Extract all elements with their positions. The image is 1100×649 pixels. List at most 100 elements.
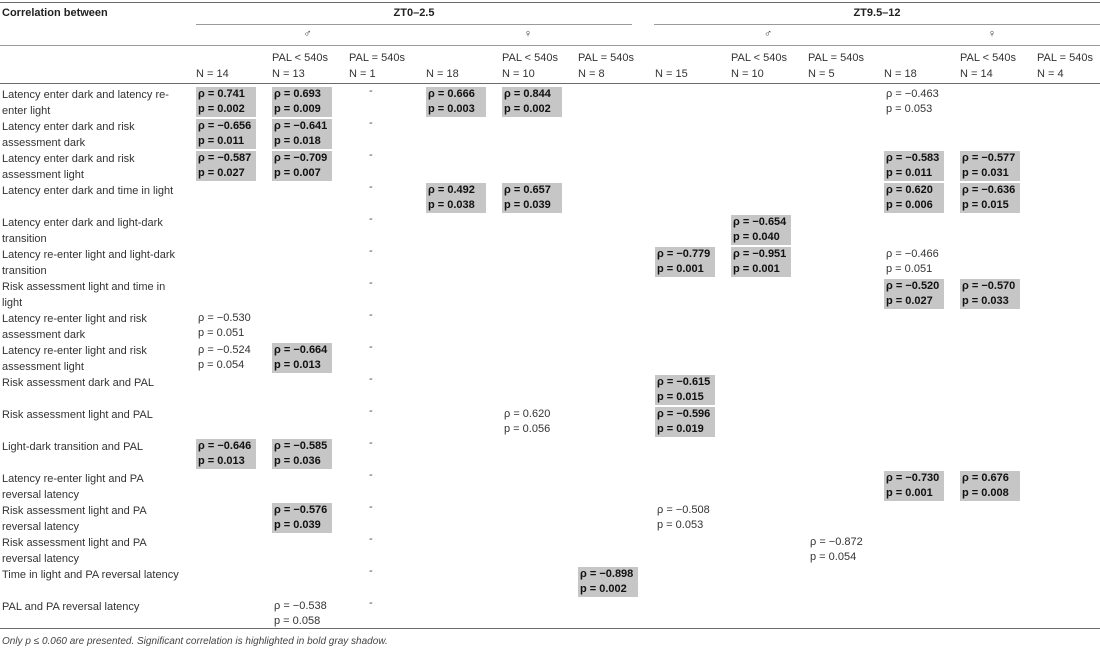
p-value: p = 0.015: [962, 199, 1009, 211]
significant-correlation-cell: ρ = 0.693 p = 0.009: [272, 87, 332, 117]
column-subheader: PAL = 540s: [349, 52, 405, 64]
rho-value: ρ = 0.657: [504, 184, 551, 196]
rho-value: ρ = −0.656: [198, 120, 252, 132]
p-value: p = 0.054: [810, 551, 857, 563]
rho-value: ρ = −0.646: [198, 440, 252, 452]
rho-value: ρ = −0.587: [198, 152, 252, 164]
rho-value: ρ = −0.654: [733, 216, 787, 228]
empty-cell-dash: -: [369, 309, 373, 321]
empty-cell-dash: -: [369, 213, 373, 225]
significant-correlation-cell: ρ = 0.844 p = 0.002: [502, 87, 562, 117]
rho-value: ρ = −0.779: [657, 248, 711, 260]
empty-cell-dash: -: [369, 341, 373, 353]
p-value: p = 0.039: [274, 519, 321, 531]
empty-cell-dash: -: [369, 277, 373, 289]
p-value: p = 0.056: [504, 423, 551, 435]
column-n-count: N = 10: [502, 68, 535, 80]
empty-cell-dash: -: [369, 501, 373, 513]
group2-rule: [654, 24, 1100, 25]
empty-cell-dash: -: [369, 405, 373, 417]
empty-cell-dash: -: [369, 85, 373, 97]
correlation-cell: ρ = −0.463 p = 0.053: [884, 87, 944, 117]
significant-correlation-cell: ρ = −0.664 p = 0.013: [272, 343, 332, 373]
group-header-zt0: ZT0–2.5: [393, 7, 435, 19]
group-header-zt9: ZT9.5–12: [853, 7, 901, 19]
rho-value: ρ = 0.492: [428, 184, 475, 196]
p-value: p = 0.006: [886, 199, 933, 211]
significant-correlation-cell: ρ = −0.654 p = 0.040: [731, 215, 791, 245]
significant-correlation-cell: ρ = −0.898 p = 0.002: [578, 567, 638, 597]
p-value: p = 0.027: [886, 295, 933, 307]
p-value: p = 0.036: [274, 455, 321, 467]
rho-value: ρ = −0.583: [886, 152, 940, 164]
p-value: p = 0.058: [274, 615, 321, 627]
column-subheader: PAL = 540s: [578, 52, 634, 64]
rho-value: ρ = 0.693: [274, 88, 321, 100]
empty-cell-dash: -: [369, 533, 373, 545]
column-subheader: PAL < 540s: [272, 52, 328, 64]
significant-correlation-cell: ρ = 0.666 p = 0.003: [426, 87, 486, 117]
correlation-cell: ρ = 0.620 p = 0.056: [502, 407, 562, 437]
significant-correlation-cell: ρ = −0.779 p = 0.001: [655, 247, 715, 277]
p-value: p = 0.001: [886, 487, 933, 499]
group1-rule: [196, 24, 632, 25]
rho-value: ρ = 0.676: [962, 472, 1009, 484]
p-value: p = 0.015: [657, 391, 704, 403]
rho-value: ρ = −0.636: [962, 184, 1016, 196]
significant-correlation-cell: ρ = −0.596 p = 0.019: [655, 407, 715, 437]
empty-cell-dash: -: [369, 597, 373, 609]
empty-cell-dash: -: [369, 437, 373, 449]
empty-cell-dash: -: [369, 181, 373, 193]
empty-cell-dash: -: [369, 117, 373, 129]
rho-value: ρ = 0.844: [504, 88, 551, 100]
p-value: p = 0.054: [198, 359, 245, 371]
significant-correlation-cell: ρ = 0.676 p = 0.008: [960, 471, 1020, 501]
header-bottom-rule: [0, 83, 1100, 84]
rho-value: ρ = −0.530: [198, 312, 251, 324]
row-label: Risk assessment light and PA reversal la…: [2, 505, 147, 533]
p-value: p = 0.019: [657, 423, 704, 435]
significant-correlation-cell: ρ = −0.951 p = 0.001: [731, 247, 791, 277]
row-label: Latency enter dark and light-dark transi…: [2, 217, 163, 245]
correlation-cell: ρ = −0.530 p = 0.051: [196, 311, 256, 341]
significant-correlation-cell: ρ = −0.709 p = 0.007: [272, 151, 332, 181]
empty-cell-dash: -: [369, 469, 373, 481]
column-n-count: N = 18: [884, 68, 917, 80]
significant-correlation-cell: ρ = 0.492 p = 0.038: [426, 183, 486, 213]
column-subheader: PAL < 540s: [731, 52, 787, 64]
significant-correlation-cell: ρ = −0.577 p = 0.031: [960, 151, 1020, 181]
row-label: Latency enter dark and time in light: [2, 185, 174, 197]
female-symbol-zt9: ♀: [987, 28, 997, 40]
rho-value: ρ = −0.576: [274, 504, 328, 516]
row-label: Latency enter dark and risk assessment d…: [2, 121, 135, 149]
row-label: PAL and PA reversal latency: [2, 601, 140, 613]
significant-correlation-cell: ρ = 0.741 p = 0.002: [196, 87, 256, 117]
row-label: Risk assessment light and time in light: [2, 281, 166, 309]
row-label: Risk assessment dark and PAL: [2, 377, 155, 389]
correlation-cell: ρ = −0.538 p = 0.058: [272, 599, 332, 629]
rho-value: ρ = 0.666: [428, 88, 475, 100]
significant-correlation-cell: ρ = 0.620 p = 0.006: [884, 183, 944, 213]
rho-value: ρ = −0.898: [580, 568, 634, 580]
column-n-count: N = 8: [578, 68, 605, 80]
p-value: p = 0.002: [580, 583, 627, 595]
correlation-cell: ρ = −0.466 p = 0.051: [884, 247, 944, 277]
p-value: p = 0.040: [733, 231, 780, 243]
rho-value: ρ = −0.570: [962, 280, 1016, 292]
p-value: p = 0.018: [274, 135, 321, 147]
rho-value: ρ = −0.463: [886, 88, 939, 100]
rho-value: ρ = 0.741: [198, 88, 245, 100]
significant-correlation-cell: ρ = −0.615 p = 0.015: [655, 375, 715, 405]
p-value: p = 0.051: [198, 327, 245, 339]
p-value: p = 0.011: [198, 135, 245, 147]
p-value: p = 0.007: [274, 167, 321, 179]
column-n-count: N = 15: [655, 68, 688, 80]
rho-value: ρ = −0.585: [274, 440, 328, 452]
column-subheader: PAL < 540s: [502, 52, 558, 64]
rho-value: ρ = −0.524: [198, 344, 251, 356]
rho-value: ρ = 0.620: [504, 408, 551, 420]
column-n-count: N = 14: [196, 68, 229, 80]
p-value: p = 0.008: [962, 487, 1009, 499]
top-rule: [0, 2, 1100, 3]
